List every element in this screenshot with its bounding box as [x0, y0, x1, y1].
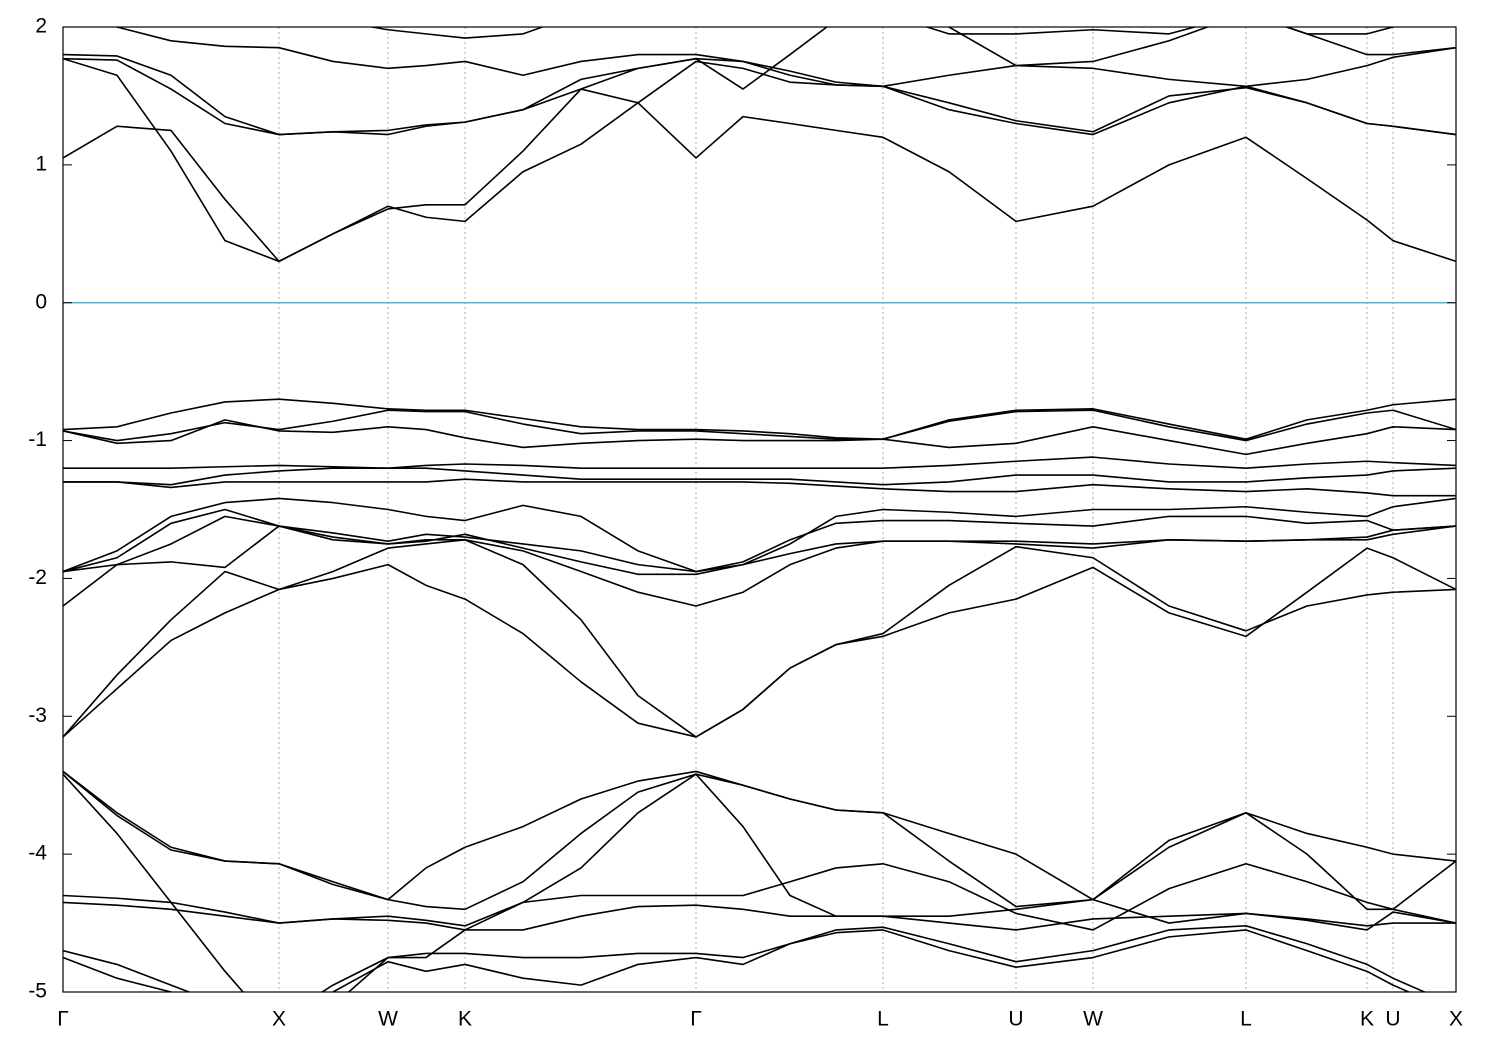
band-line [63, 925, 1427, 992]
band-line [110, 27, 1456, 88]
y-tick-label: 2 [35, 15, 47, 38]
band-line [63, 901, 1456, 931]
y-tick-label: -2 [28, 566, 47, 589]
x-tick-label: Γ [57, 1008, 69, 1031]
band-line [63, 88, 1456, 263]
data-layer [63, 27, 1456, 992]
band-line [63, 478, 1456, 497]
band-line [63, 57, 1456, 263]
band-line [63, 770, 1456, 911]
y-tick-label: 0 [35, 290, 47, 313]
band-line [63, 862, 1456, 931]
band-line [367, 27, 1397, 39]
band-line [63, 929, 1411, 992]
band-line [63, 419, 1456, 456]
band-line [63, 398, 1456, 440]
x-tick-label: L [1240, 1008, 1252, 1031]
x-tick-label: X [1449, 1008, 1463, 1031]
x-tick-label: K [458, 1008, 472, 1031]
band-line [63, 539, 1456, 738]
x-tick-label: W [1083, 1008, 1103, 1031]
band-line [63, 515, 1456, 607]
band-line [63, 467, 1456, 486]
band-line [63, 57, 1456, 136]
x-tick-label: Γ [690, 1008, 702, 1031]
y-tick-label: -1 [28, 428, 47, 451]
band-line [63, 525, 1456, 607]
band-line [63, 497, 1456, 573]
x-tick-label: X [272, 1008, 286, 1031]
band-line [63, 773, 1456, 992]
y-tick-label: -4 [28, 842, 47, 865]
x-tick-label: W [378, 1008, 398, 1031]
grid-layer [62, 27, 1457, 992]
band-line [63, 456, 1456, 469]
x-tick-label: U [1385, 1008, 1400, 1031]
band-line [63, 409, 1456, 442]
plot-frame [62, 26, 1457, 993]
y-tick-label: -5 [28, 980, 47, 1003]
band-line [63, 27, 1456, 136]
x-tick-label: K [1360, 1008, 1374, 1031]
x-tick-label: U [1008, 1008, 1023, 1031]
band-line [63, 547, 1456, 738]
x-tick-label: L [877, 1008, 889, 1031]
y-tick-label: -3 [28, 704, 47, 727]
y-tick-label: 1 [35, 152, 47, 175]
